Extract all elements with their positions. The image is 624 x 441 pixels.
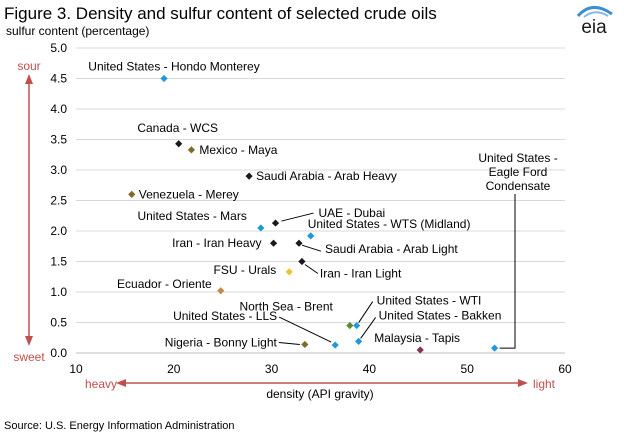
- y-tick-label: 1.5: [50, 255, 67, 269]
- data-point: [187, 146, 196, 154]
- data-point: [331, 341, 339, 349]
- data-labels: United States - Hondo Monterey Canada - W…: [88, 60, 557, 350]
- y-tick-label: 2.0: [50, 224, 67, 238]
- leader-line: [358, 301, 374, 323]
- data-label: Saudi Arabia - Arab Light: [325, 242, 458, 256]
- chart-title: Figure 3. Density and sulfur content of …: [4, 4, 437, 23]
- scale-arrows: sour sweet heavy light: [13, 59, 555, 391]
- sweet-label: sweet: [13, 350, 45, 364]
- data-point: [355, 337, 363, 346]
- data-point: [245, 172, 253, 180]
- y-tick-label: 3.5: [50, 133, 67, 147]
- y-tick-label: 0.0: [50, 346, 67, 360]
- y-tick-label: 0.5: [50, 316, 67, 330]
- data-label: Eagle Ford: [489, 165, 548, 179]
- data-label: Nigeria - Bonny Light: [165, 335, 278, 349]
- leader-line: [499, 194, 516, 349]
- data-point: [346, 321, 354, 330]
- y-tick-label: 4.0: [50, 102, 67, 116]
- x-tick-label: 20: [167, 362, 181, 376]
- x-tick-label: 40: [363, 362, 377, 376]
- x-tick-label: 10: [69, 362, 83, 376]
- y-axis-label: sulfur content (percentage): [6, 24, 150, 38]
- data-point: [416, 346, 424, 354]
- data-label: United States - WTI: [377, 294, 482, 308]
- data-point: [490, 344, 499, 352]
- light-label: light: [533, 377, 556, 391]
- leader-line: [278, 316, 332, 343]
- leader-line: [304, 264, 319, 274]
- data-label: United States -: [478, 151, 557, 165]
- data-label: Canada - WCS: [137, 121, 218, 135]
- logo-text: eia: [581, 17, 607, 38]
- data-label: United States - Hondo Monterey: [88, 60, 259, 74]
- eia-logo: eia: [576, 6, 613, 38]
- x-tick-label: 30: [265, 362, 279, 376]
- y-tick-label: 5.0: [50, 41, 67, 55]
- data-label: Venezuela - Merey: [139, 187, 239, 201]
- data-label: Condensate: [486, 179, 551, 193]
- data-label: Iran - Iran Light: [320, 267, 402, 281]
- leader-lines: [278, 194, 516, 349]
- data-point: [271, 219, 280, 227]
- logo-arc-icon: [583, 11, 609, 18]
- leader-line: [278, 341, 300, 345]
- data-point: [160, 74, 168, 83]
- data-label: Iran - Iran Heavy: [172, 236, 261, 250]
- data-label: United States - Bakken: [379, 308, 502, 322]
- logo-arc-icon: [576, 6, 613, 18]
- leader-line: [301, 244, 322, 252]
- leader-line: [281, 212, 314, 222]
- data-point: [301, 340, 309, 349]
- leader-line: [360, 317, 377, 339]
- data-label: FSU - Urals: [214, 263, 277, 277]
- sour-label: sour: [17, 59, 40, 73]
- data-label: Mexico - Maya: [199, 143, 277, 157]
- data-label: Malaysia - Tapis: [374, 331, 460, 345]
- data-label: Ecuador - Oriente: [117, 277, 212, 291]
- data-points: [128, 74, 499, 354]
- data-label: United States - LLS: [173, 309, 277, 323]
- x-axis-label: density (API gravity): [266, 387, 373, 401]
- x-tick-label: 60: [558, 362, 572, 376]
- y-tick-label: 3.0: [50, 163, 67, 177]
- data-point: [295, 239, 303, 247]
- y-tick-label: 1.0: [50, 285, 67, 299]
- data-point: [257, 224, 265, 232]
- data-label: United States - WTS (Midland): [308, 217, 471, 231]
- data-point: [217, 287, 225, 295]
- gridlines: [76, 47, 565, 354]
- arrow-left-icon: [116, 379, 126, 387]
- data-point: [175, 140, 183, 148]
- y-tick-label: 2.5: [50, 194, 67, 208]
- data-point: [285, 268, 293, 276]
- source-note: Source: U.S. Energy Information Administ…: [4, 420, 235, 432]
- data-point: [307, 232, 315, 240]
- x-tick-label: 50: [461, 362, 475, 376]
- tick-labels: 0.0 0.5 1.0 1.5 2.0 2.5 3.0 3.5 4.0 4.5 5.0 10 20 30 4…: [50, 41, 572, 376]
- data-label: Saudi Arabia - Arab Heavy: [256, 169, 397, 183]
- arrow-right-icon: [518, 379, 528, 387]
- arrow-up-icon: [25, 74, 33, 84]
- data-point: [269, 239, 278, 247]
- data-label: North Sea - Brent: [239, 300, 333, 314]
- heavy-label: heavy: [85, 377, 117, 391]
- arrow-down-icon: [25, 336, 33, 346]
- data-point: [128, 190, 136, 198]
- data-point: [353, 321, 361, 330]
- data-label: United States - Mars: [137, 209, 246, 223]
- y-tick-label: 4.5: [50, 72, 67, 86]
- data-label: UAE - Dubai: [319, 206, 386, 220]
- data-point: [298, 257, 306, 266]
